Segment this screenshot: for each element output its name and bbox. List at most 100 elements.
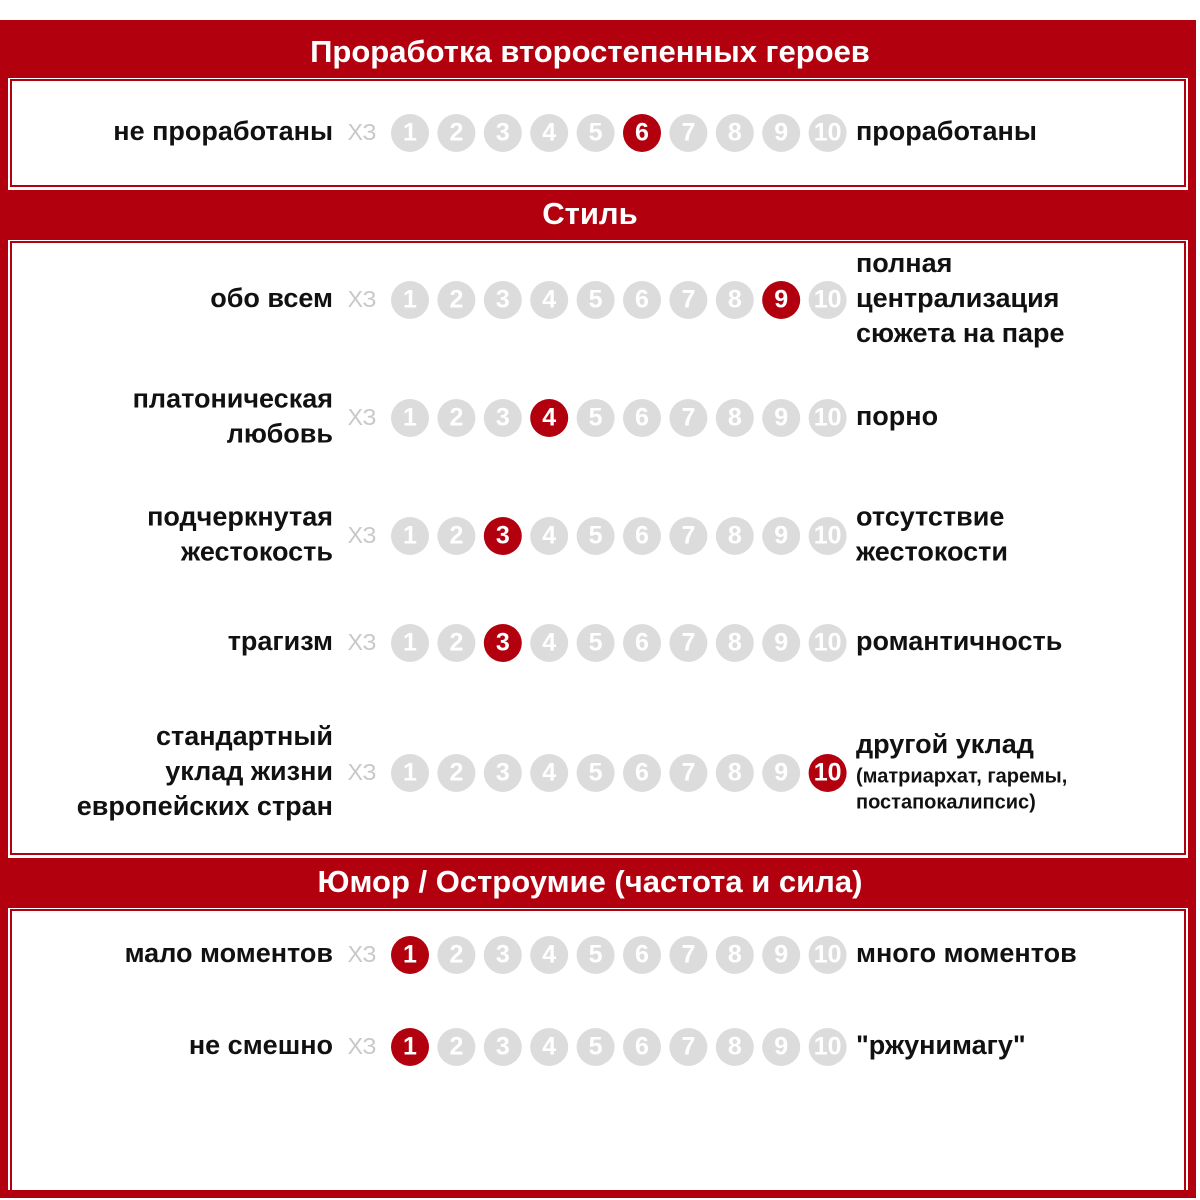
option bbox=[530, 624, 569, 662]
option-number: 10 bbox=[814, 941, 842, 969]
selected-option bbox=[808, 754, 847, 792]
option-number: 6 bbox=[635, 1033, 649, 1061]
right-label: другой уклад bbox=[856, 729, 1034, 759]
option-number: 6 bbox=[635, 759, 649, 787]
option bbox=[530, 517, 569, 555]
option bbox=[391, 624, 429, 662]
option bbox=[669, 114, 708, 152]
option-number: 1 bbox=[403, 119, 417, 147]
option-number: 9 bbox=[774, 941, 788, 969]
option bbox=[762, 517, 801, 555]
option bbox=[576, 1028, 615, 1066]
selected-option bbox=[530, 399, 569, 437]
option-number: 3 bbox=[496, 759, 510, 787]
section-header bbox=[0, 190, 1196, 240]
left-label: трагизм bbox=[228, 626, 333, 656]
option bbox=[483, 754, 522, 792]
option bbox=[437, 754, 476, 792]
unknown-option: ХЗ bbox=[348, 941, 377, 967]
option bbox=[669, 624, 708, 662]
option-number: 7 bbox=[681, 119, 695, 147]
option-number: 5 bbox=[589, 119, 603, 147]
option bbox=[623, 754, 661, 792]
option-number: 6 bbox=[635, 941, 649, 969]
option-number: 7 bbox=[681, 286, 695, 314]
unknown-option: ХЗ bbox=[348, 404, 377, 430]
option bbox=[715, 624, 754, 662]
option-number: 8 bbox=[728, 759, 742, 787]
option bbox=[669, 1028, 708, 1066]
option-number: 8 bbox=[728, 941, 742, 969]
option bbox=[715, 114, 754, 152]
option bbox=[483, 936, 522, 974]
option-number: 4 bbox=[542, 522, 556, 550]
left-label: европейских стран bbox=[77, 791, 333, 821]
option-number: 9 bbox=[774, 759, 788, 787]
option-number: 4 bbox=[542, 1033, 556, 1061]
left-label: не проработаны bbox=[113, 116, 333, 146]
option-number: 3 bbox=[496, 629, 510, 657]
option-number: 1 bbox=[403, 941, 417, 969]
option-number: 9 bbox=[774, 286, 788, 314]
option bbox=[715, 281, 754, 319]
option-number: 8 bbox=[728, 522, 742, 550]
unknown-option: ХЗ bbox=[348, 522, 377, 548]
option bbox=[623, 936, 661, 974]
option-number: 10 bbox=[814, 404, 842, 432]
option-number: 7 bbox=[681, 404, 695, 432]
selected-option bbox=[391, 936, 429, 974]
option-number: 7 bbox=[681, 1033, 695, 1061]
option-number: 6 bbox=[635, 404, 649, 432]
option bbox=[762, 624, 801, 662]
unknown-option: ХЗ bbox=[348, 119, 377, 145]
option-number: 2 bbox=[449, 404, 463, 432]
option-number: 3 bbox=[496, 286, 510, 314]
unknown-option: ХЗ bbox=[348, 286, 377, 312]
left-label: не смешно bbox=[189, 1030, 333, 1060]
option bbox=[576, 517, 615, 555]
option-number: 4 bbox=[542, 286, 556, 314]
section-title: Юмор / Остроумие (частота и сила) bbox=[318, 864, 863, 899]
option-number: 6 bbox=[635, 286, 649, 314]
option-number: 6 bbox=[635, 119, 649, 147]
right-label: отсутствие bbox=[856, 502, 1004, 532]
option-number: 6 bbox=[635, 522, 649, 550]
option-number: 7 bbox=[681, 759, 695, 787]
option-number: 8 bbox=[728, 404, 742, 432]
option bbox=[715, 936, 754, 974]
option-number: 1 bbox=[403, 522, 417, 550]
option-number: 7 bbox=[681, 941, 695, 969]
frame bbox=[0, 20, 1196, 1198]
section-header bbox=[0, 28, 1196, 78]
option bbox=[576, 624, 615, 662]
option bbox=[669, 936, 708, 974]
option bbox=[808, 936, 847, 974]
option-number: 8 bbox=[728, 119, 742, 147]
section-title: Проработка второстепенных героев bbox=[310, 34, 870, 69]
left-label: любовь bbox=[227, 419, 333, 449]
option-number: 2 bbox=[449, 759, 463, 787]
right-label: централизация bbox=[856, 283, 1059, 313]
option bbox=[762, 1028, 801, 1066]
option bbox=[391, 754, 429, 792]
left-label: стандартный bbox=[156, 721, 333, 751]
option-number: 3 bbox=[496, 404, 510, 432]
selected-option bbox=[762, 281, 801, 319]
option-number: 7 bbox=[681, 522, 695, 550]
option-number: 4 bbox=[542, 759, 556, 787]
option bbox=[391, 114, 429, 152]
option bbox=[437, 281, 476, 319]
left-label: мало моментов bbox=[125, 938, 333, 968]
option-number: 7 bbox=[681, 629, 695, 657]
option-number: 4 bbox=[542, 119, 556, 147]
right-label: жестокости bbox=[855, 537, 1008, 567]
option bbox=[530, 1028, 569, 1066]
unknown-option: ХЗ bbox=[348, 759, 377, 785]
selected-option bbox=[391, 1028, 429, 1066]
option bbox=[530, 936, 569, 974]
option bbox=[715, 517, 754, 555]
option-number: 1 bbox=[403, 1033, 417, 1061]
option bbox=[715, 754, 754, 792]
option bbox=[762, 114, 801, 152]
